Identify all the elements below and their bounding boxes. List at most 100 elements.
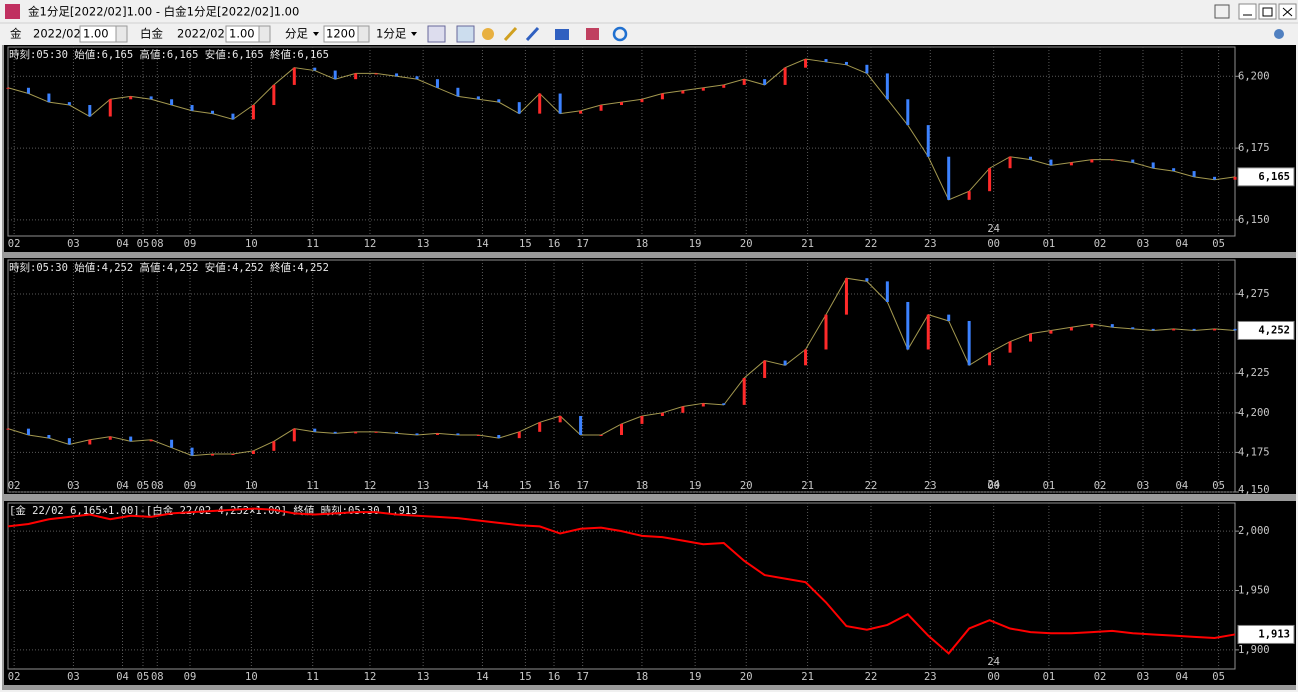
candle [844,278,848,315]
x-tick-label: 04 [116,671,129,683]
candle [313,428,317,432]
candle [640,415,644,424]
tool-icon[interactable] [427,25,446,43]
candle [456,87,460,97]
tool-icon[interactable] [503,26,518,42]
candle [1233,176,1237,180]
tool-icon[interactable] [612,26,628,42]
candle [108,99,112,117]
minimize-button[interactable] [1238,3,1257,20]
candle [599,105,603,111]
candle [1151,162,1155,169]
candle [660,93,664,100]
month2: 2022/02 [177,27,225,41]
candle [170,439,174,448]
candle [1131,327,1135,329]
x-tick-label: 03 [67,480,80,492]
last-value-box [1237,320,1295,340]
candle [1213,176,1217,180]
last-value-label: 1,913 [1258,628,1290,640]
candle [701,403,705,407]
x-tick-label: 02 [1094,480,1107,492]
x-tick-label: 18 [636,671,649,683]
candle [1151,328,1155,331]
x-tick-label: 22 [865,480,878,492]
settings-icon[interactable] [1274,29,1284,39]
x-tick-label: 08 [151,238,164,250]
candle [1213,328,1217,331]
candle [108,436,112,440]
x-tick-label: 08 [151,671,164,683]
candle [844,61,848,65]
panel-header: 時刻:05:30 始値:6,165 高値:6,165 安値:6,165 終値:6… [9,48,329,61]
y-tick-label: 2,000 [1238,525,1270,537]
candle [67,102,71,106]
candle [742,79,746,85]
period[interactable]: 分足 [285,27,308,41]
y-tick-label: 4,275 [1238,288,1270,300]
candle [1049,330,1053,334]
max-glyph [1262,7,1273,17]
candle [1110,324,1114,328]
candle [579,110,583,114]
y-tick-label: 4,175 [1238,446,1270,458]
candle [26,428,30,435]
candle [1172,168,1176,172]
candle [497,99,501,103]
last-value-box [1237,167,1295,187]
y-tick-label: 6,150 [1238,214,1270,226]
spinner[interactable] [258,25,271,43]
candle [67,438,71,445]
candle [558,415,562,423]
candle [538,93,542,114]
candle [129,436,133,442]
candle [783,67,787,85]
candle [88,105,92,117]
candle [6,428,10,430]
x-tick-label: 05 [137,480,150,492]
annotation: 24 [987,223,1000,235]
tool-icon[interactable] [482,28,494,40]
spinner[interactable] [357,25,370,43]
last-value-label: 6,165 [1258,171,1290,183]
plot-frame [7,502,1236,670]
x-tick-label: 05 [137,238,150,250]
x-tick-label: 04 [1176,671,1189,683]
x-tick-label: 13 [417,480,430,492]
tool-icon[interactable] [555,29,569,40]
item1: 金 [10,27,22,41]
x-tick-label: 05 [137,671,150,683]
candle [129,96,133,100]
candle [967,191,971,200]
restore-button[interactable] [1214,4,1230,19]
x-tick-label: 23 [924,238,937,250]
candle [435,79,439,88]
x-tick-label: 02 [8,480,21,492]
plot-frame [7,46,1236,237]
interval[interactable]: 1分足 [376,27,407,41]
candle [231,113,235,120]
x-tick-label: 03 [1137,671,1150,683]
month1: 2022/02 [33,27,81,41]
spinner[interactable] [115,25,128,43]
candle [1090,324,1094,328]
y-tick-label: 4,200 [1238,407,1270,419]
tool-icon[interactable] [456,25,475,43]
tool-icon[interactable] [525,26,540,42]
candle [804,349,808,366]
count: 1200 [326,27,355,41]
maximize-button[interactable] [1258,3,1277,20]
candle [1008,156,1012,169]
candle [640,99,644,103]
x-tick-label: 02 [1094,238,1107,250]
x-tick-label: 17 [576,671,589,683]
candle [681,406,685,413]
candle [190,105,194,111]
tool-icon[interactable] [586,28,599,40]
candle [251,105,255,120]
app-icon [5,4,20,19]
candle [149,439,153,442]
candle [722,403,726,405]
x-tick-label: 14 [476,238,489,250]
candle [722,84,726,88]
